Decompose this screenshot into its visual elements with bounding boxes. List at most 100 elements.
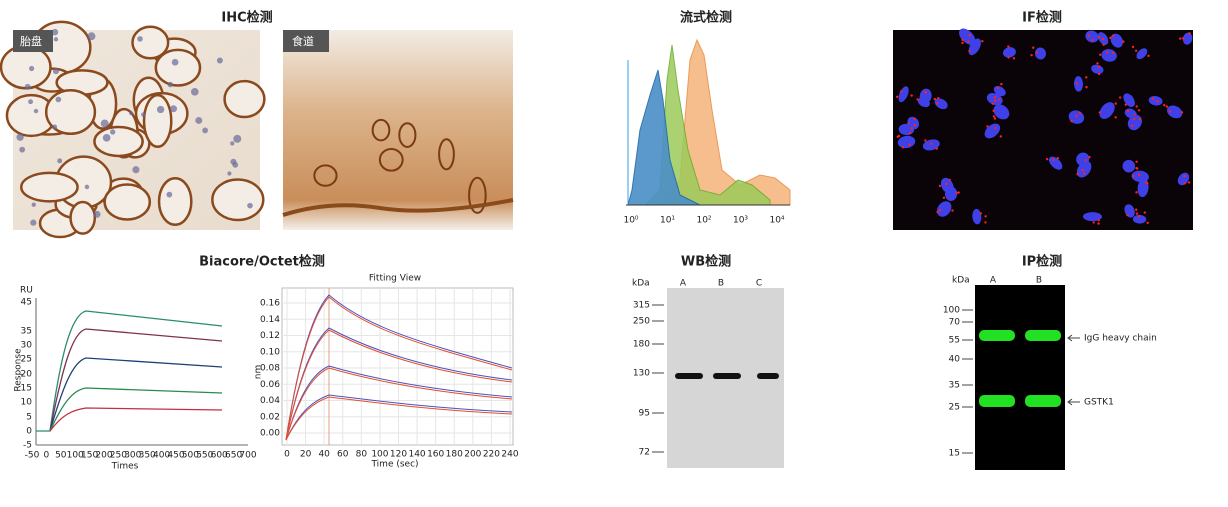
y-tick-label: 0.00: [260, 429, 280, 439]
nucleus: [944, 186, 958, 202]
marker-label: 130: [633, 369, 650, 379]
red-dot: [1137, 215, 1141, 218]
red-dot: [1124, 103, 1128, 106]
section-title: IHC检测: [221, 10, 272, 26]
nucleus: [1136, 48, 1148, 60]
red-dot: [1138, 117, 1142, 121]
red-dot: [1097, 65, 1101, 69]
sensorgram: [35, 298, 248, 446]
red-dot: [1146, 181, 1149, 185]
x-tick-label: 350: [139, 451, 156, 461]
axis-unit: kDa: [952, 276, 970, 286]
red-dot: [1187, 181, 1191, 184]
x-tick-label: 250: [110, 451, 127, 461]
band: [1025, 330, 1061, 341]
red-dot: [1078, 111, 1082, 115]
axis-unit: RU: [20, 286, 33, 296]
red-dot: [1143, 211, 1147, 214]
x-tick-label: 180: [446, 450, 463, 460]
red-dot: [938, 209, 942, 212]
red-dot: [1088, 155, 1091, 159]
axis-label: Response: [14, 348, 24, 392]
lane-label: B: [1036, 276, 1042, 286]
nucleus: [84, 184, 90, 190]
red-dot: [1076, 173, 1079, 176]
nucleus: [170, 105, 178, 113]
flow-histogram: [626, 38, 791, 206]
villus: [131, 25, 170, 60]
nucleus: [1166, 105, 1183, 119]
x-tick-label: 240: [501, 450, 518, 460]
nucleus: [1177, 172, 1190, 186]
red-dot: [993, 117, 997, 120]
red-dot: [968, 49, 971, 53]
section-title: WB检测: [681, 254, 731, 270]
y-tick-label: 35: [21, 327, 32, 337]
nucleus: [171, 58, 179, 66]
red-dot: [997, 98, 1001, 101]
axis-unit: kDa: [632, 279, 650, 289]
red-dot: [1151, 97, 1155, 100]
red-dot: [981, 40, 984, 43]
red-dot: [1098, 53, 1102, 56]
nucleus: [1132, 214, 1147, 224]
nucleus: [1002, 47, 1016, 58]
nucleus: [53, 37, 59, 42]
villus: [157, 176, 193, 227]
marker-label: 100: [943, 306, 960, 316]
red-dot: [968, 34, 971, 37]
red-dot: [1097, 222, 1100, 225]
image-tag: [13, 30, 53, 52]
nucleus: [55, 96, 62, 103]
y-tick-label: 0.14: [260, 315, 280, 325]
villus: [69, 200, 97, 235]
nucleus: [227, 171, 232, 176]
x-tick-label: 10³: [733, 216, 748, 226]
red-dot: [908, 131, 912, 135]
image-tag-label: 食道: [292, 34, 314, 48]
red-dot: [1096, 62, 1099, 65]
gland: [438, 138, 455, 171]
nucleus: [52, 68, 60, 75]
red-dot: [994, 126, 997, 130]
blot: [975, 285, 1065, 470]
fitting-curves: [285, 288, 513, 445]
red-dot: [979, 212, 983, 215]
red-dot: [1135, 208, 1138, 211]
nucleus: [24, 83, 31, 90]
x-tick-label: 50: [55, 451, 67, 461]
x-tick-label: 10¹: [660, 216, 675, 226]
marker-label: 315: [633, 301, 650, 311]
y-tick-label: 0.12: [260, 331, 280, 341]
nucleus: [102, 134, 111, 142]
nucleus: [31, 202, 36, 207]
red-dot: [1087, 34, 1090, 37]
band: [675, 373, 703, 379]
x-tick-label: 220: [483, 450, 500, 460]
y-tick-label: -5: [23, 441, 32, 451]
plot-title: Fitting View: [369, 274, 421, 284]
red-dot: [1102, 43, 1105, 46]
band: [713, 373, 741, 379]
nucleus: [202, 127, 209, 134]
nucleus: [156, 105, 165, 114]
nucleus: [1091, 64, 1104, 74]
nucleus: [230, 141, 235, 146]
red-dot: [1030, 53, 1033, 57]
red-dot: [1097, 218, 1100, 222]
red-dot: [984, 221, 987, 224]
red-dot: [933, 97, 936, 101]
red-dot: [1122, 40, 1125, 43]
red-dot: [957, 191, 960, 194]
section-title: IF检测: [1022, 10, 1062, 26]
nucleus: [52, 124, 58, 130]
red-dot: [1098, 111, 1102, 114]
nucleus: [190, 88, 199, 96]
red-dot: [1181, 37, 1185, 40]
nucleus: [141, 112, 146, 117]
ihc-image: [283, 30, 513, 230]
gland: [313, 164, 338, 187]
red-dot: [1032, 46, 1035, 49]
nucleus: [166, 191, 173, 198]
